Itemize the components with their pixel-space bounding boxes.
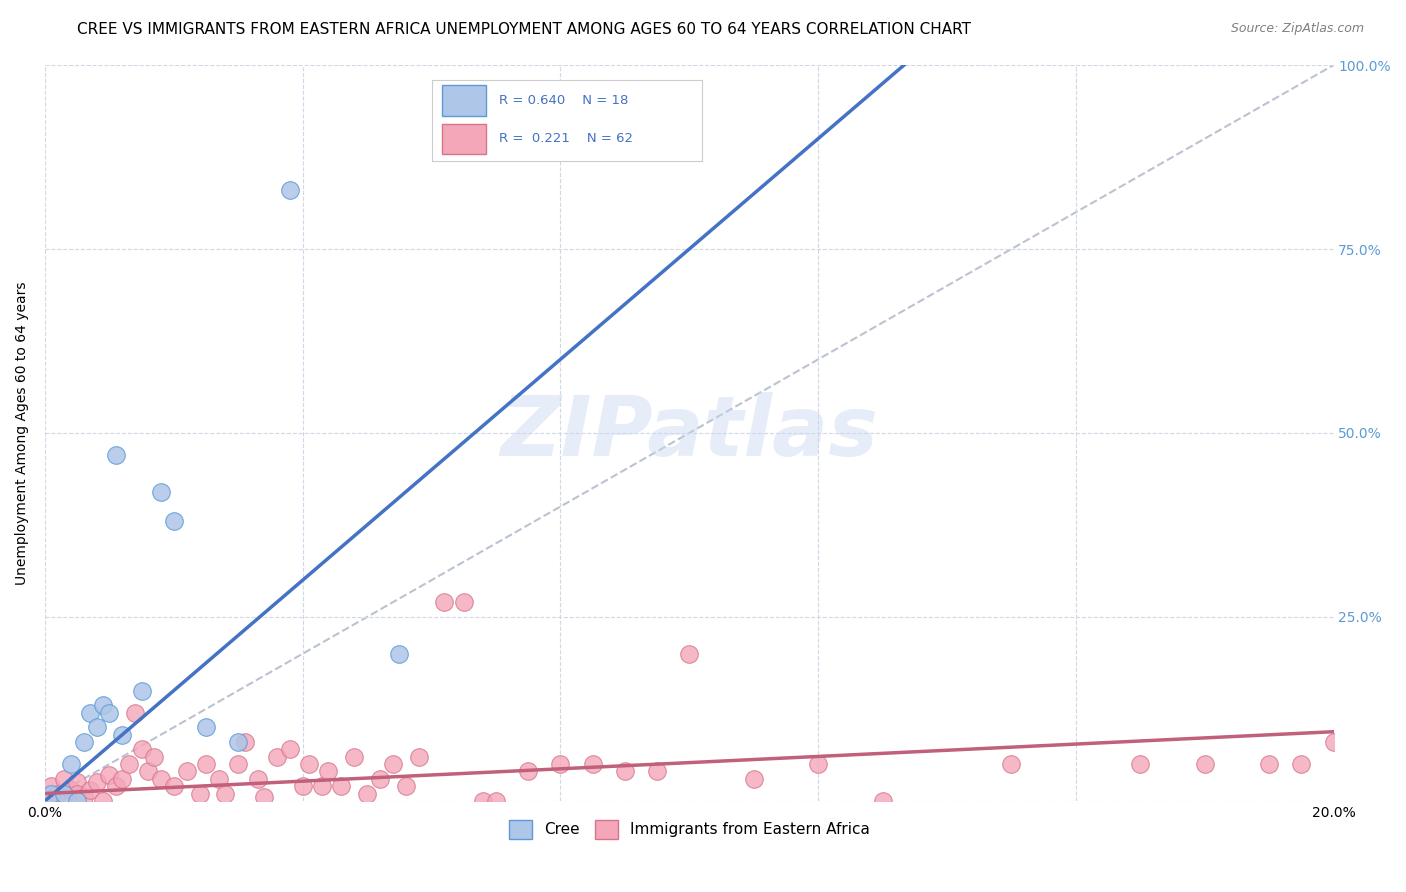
Point [278,183,301,197]
Point [356,787,378,801]
Point [79,782,101,797]
Point [66,794,89,808]
Point [645,764,668,779]
Point [131,742,153,756]
Point [517,764,540,779]
Point [176,764,198,779]
Point [1291,757,1313,772]
Point [79,706,101,720]
Point [214,787,236,801]
Point [318,764,340,779]
Point [72,735,94,749]
Point [59,757,82,772]
Point [381,757,404,772]
Point [253,790,276,805]
Point [98,768,121,782]
Point [395,779,418,793]
Point [266,749,288,764]
Point [124,706,146,720]
Point [807,757,830,772]
Point [233,735,256,749]
Point [1000,757,1022,772]
Point [208,772,231,786]
Point [485,794,508,808]
Point [66,787,89,801]
Point [195,720,218,734]
Point [343,749,366,764]
Text: ZIPatlas: ZIPatlas [501,392,879,474]
Point [163,779,186,793]
Point [86,775,108,789]
Point [41,779,63,793]
Point [66,775,89,789]
Point [163,514,186,528]
Point [91,794,114,808]
Point [291,779,314,793]
Point [188,787,211,801]
Legend: Cree, Immigrants from Eastern Africa: Cree, Immigrants from Eastern Africa [502,814,876,845]
Point [72,790,94,805]
Point [34,790,56,805]
Point [278,742,301,756]
Point [453,595,475,609]
Point [1258,757,1281,772]
Point [46,787,69,801]
Point [91,698,114,713]
Point [678,647,700,661]
Point [143,749,166,764]
Point [330,779,353,793]
Point [1322,735,1344,749]
Text: CREE VS IMMIGRANTS FROM EASTERN AFRICA UNEMPLOYMENT AMONG AGES 60 TO 64 YEARS CO: CREE VS IMMIGRANTS FROM EASTERN AFRICA U… [77,22,972,37]
Point [86,720,108,734]
Point [111,772,134,786]
Text: Source: ZipAtlas.com: Source: ZipAtlas.com [1230,22,1364,36]
Point [408,749,430,764]
Point [246,772,269,786]
Point [368,772,391,786]
Point [311,779,333,793]
Point [388,647,411,661]
Point [41,787,63,801]
Point [1194,757,1216,772]
Point [550,757,572,772]
Point [104,779,127,793]
Point [195,757,218,772]
Point [53,787,76,801]
Point [742,772,765,786]
Point [872,794,894,808]
Point [131,683,153,698]
Y-axis label: Unemployment Among Ages 60 to 64 years: Unemployment Among Ages 60 to 64 years [15,281,30,585]
Point [53,772,76,786]
Point [581,757,603,772]
Point [433,595,456,609]
Point [118,757,141,772]
Point [226,757,249,772]
Point [149,772,172,786]
Point [226,735,249,749]
Point [149,484,172,499]
Point [613,764,636,779]
Point [111,728,134,742]
Point [136,764,159,779]
Point [298,757,321,772]
Point [59,782,82,797]
Point [472,794,495,808]
Point [104,448,127,462]
Point [1129,757,1152,772]
Point [98,706,121,720]
